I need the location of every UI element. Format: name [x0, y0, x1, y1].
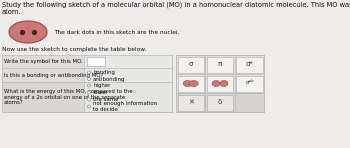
Text: Is this a bonding or antibonding MO?: Is this a bonding or antibonding MO? [4, 73, 103, 78]
Text: σ*: σ* [246, 80, 252, 85]
Text: Write the symbol for this MO.: Write the symbol for this MO. [4, 59, 83, 64]
FancyBboxPatch shape [2, 55, 172, 112]
FancyBboxPatch shape [236, 57, 262, 73]
Circle shape [88, 91, 91, 94]
Text: bonding: bonding [93, 70, 115, 75]
Circle shape [88, 78, 91, 81]
FancyBboxPatch shape [84, 55, 172, 68]
FancyBboxPatch shape [2, 55, 84, 68]
Text: δ: δ [218, 99, 222, 106]
Ellipse shape [220, 81, 228, 86]
Text: lower: lower [93, 90, 108, 95]
Text: antibonding: antibonding [93, 77, 125, 82]
Text: not enough information
to decide: not enough information to decide [93, 101, 157, 112]
Text: b: b [251, 78, 254, 82]
FancyBboxPatch shape [2, 82, 84, 112]
Circle shape [88, 98, 91, 101]
Ellipse shape [9, 21, 47, 43]
FancyBboxPatch shape [84, 68, 172, 82]
FancyBboxPatch shape [207, 95, 233, 111]
Text: Study the following sketch of a molecular orbital (MO) in a homonuclear diatomic: Study the following sketch of a molecula… [2, 2, 350, 8]
Text: π: π [218, 62, 222, 67]
FancyBboxPatch shape [84, 82, 172, 112]
Text: the same: the same [93, 97, 118, 102]
FancyBboxPatch shape [236, 75, 262, 91]
Text: Now use the sketch to complete the table below.: Now use the sketch to complete the table… [2, 47, 146, 52]
FancyBboxPatch shape [2, 68, 84, 82]
Text: What is the energy of this MO, compared to the
energy of a 2s orbital on one of : What is the energy of this MO, compared … [4, 89, 133, 105]
Text: higher: higher [93, 83, 110, 88]
Text: σ: σ [189, 62, 193, 67]
FancyBboxPatch shape [207, 75, 233, 91]
Ellipse shape [212, 81, 220, 86]
Text: atom.: atom. [2, 9, 21, 15]
Ellipse shape [183, 81, 192, 86]
Text: The dark dots in this sketch are the nuclei.: The dark dots in this sketch are the nuc… [54, 29, 180, 34]
Circle shape [88, 71, 91, 74]
Circle shape [88, 105, 91, 108]
FancyBboxPatch shape [177, 95, 204, 111]
FancyBboxPatch shape [176, 55, 264, 112]
FancyBboxPatch shape [207, 57, 233, 73]
Text: σ*: σ* [245, 62, 253, 67]
Circle shape [88, 84, 91, 87]
FancyBboxPatch shape [177, 75, 204, 91]
FancyBboxPatch shape [177, 57, 204, 73]
Ellipse shape [189, 81, 198, 86]
Text: ✕: ✕ [188, 99, 194, 106]
FancyBboxPatch shape [176, 93, 264, 112]
FancyBboxPatch shape [87, 57, 105, 66]
